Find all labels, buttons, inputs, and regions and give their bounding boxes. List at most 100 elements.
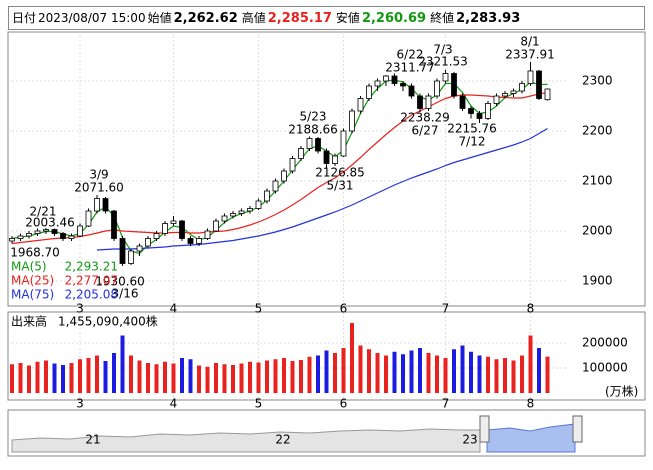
volume-bar (511, 360, 516, 393)
annotation: 3/9 (89, 168, 108, 182)
candle-body (255, 200, 262, 209)
candle-body (221, 215, 228, 222)
volume-total: 1,455,090,400株 (58, 314, 158, 329)
ma-line (11, 91, 548, 245)
x-tick-label: 3 (76, 397, 84, 411)
candle-body (332, 155, 338, 164)
candle-body (519, 83, 525, 92)
volume-bar (528, 335, 533, 393)
y-tick-label: 2000 (582, 224, 613, 238)
candle-body (323, 150, 330, 164)
annotation: 2126.85 (315, 166, 365, 180)
annotation: 7/12 (459, 135, 486, 149)
volume-bar (426, 353, 431, 393)
y-tick-label: 2300 (582, 74, 613, 88)
x-tick-label: 3 (76, 302, 84, 316)
navigator-handle[interactable] (572, 415, 583, 443)
header-label: 高値 (241, 11, 266, 25)
volume-bar (188, 359, 193, 393)
candle-body (544, 88, 551, 101)
annotation: 2215.76 (447, 122, 497, 136)
candle-body (119, 238, 126, 264)
annotation: 5/31 (327, 179, 354, 193)
candle-body (289, 158, 296, 172)
candle-body (34, 230, 41, 234)
volume-bar (452, 349, 456, 393)
y-tick-label: 2100 (582, 174, 613, 188)
candle-body (391, 75, 398, 84)
volume-bar (129, 355, 133, 393)
navigator-label: 22 (275, 433, 290, 447)
annotation: 2321.53 (418, 55, 468, 69)
candle-body (510, 90, 517, 94)
candle-body (17, 235, 24, 239)
volume-bar (469, 351, 473, 393)
candle-body (408, 85, 415, 97)
volume-bar (494, 359, 499, 393)
volume-bar (460, 345, 465, 393)
annotation: 1968.70 (10, 246, 60, 260)
volume-bar (503, 358, 507, 393)
navigator-handle[interactable] (479, 415, 490, 443)
candle-body (43, 229, 49, 232)
y-tick-label: 2200 (582, 124, 613, 138)
volume-bar (10, 364, 14, 393)
candle-body (485, 103, 491, 119)
candle-body (170, 220, 177, 224)
header-value: 2023/08/07 15:00 (38, 11, 146, 25)
annotation: 6/22 (397, 48, 424, 62)
volume-bar (214, 363, 218, 393)
volume-bar (52, 363, 57, 393)
header-label: 終値 (430, 11, 455, 25)
candle-body (60, 233, 66, 239)
candle-body (238, 210, 245, 214)
volume-bar (61, 365, 65, 393)
candle-body (315, 138, 321, 152)
annotation: 2188.66 (288, 123, 338, 137)
annotation: 2/21 (30, 205, 57, 219)
volume-unit: (万株) (605, 384, 638, 399)
candle-body (264, 190, 270, 202)
x-tick-label: 8 (527, 302, 535, 316)
volume-bar (333, 353, 337, 393)
volume-bar (520, 355, 524, 393)
volume-bar (401, 354, 405, 393)
volume-bar (27, 365, 31, 393)
candle-body (145, 238, 151, 247)
volume-bar (137, 360, 142, 393)
header-label: 日付 (12, 11, 37, 25)
x-tick-label: 4 (170, 397, 178, 411)
volume-bar (384, 355, 388, 393)
navigator-frame (7, 409, 646, 457)
volume-bar (537, 348, 541, 393)
candle-body (357, 98, 364, 112)
candle-body (536, 70, 542, 99)
y-tick-label: 200000 (582, 336, 628, 350)
volume-bar (486, 356, 490, 393)
annotation: 3/16 (112, 287, 139, 301)
x-tick-label: 4 (170, 302, 178, 316)
candle-body (136, 245, 143, 252)
candle-body (85, 210, 92, 227)
x-tick-label: 6 (340, 397, 348, 411)
candle-body (383, 75, 389, 82)
x-tick-label: 5 (255, 302, 263, 316)
ma-line (11, 79, 548, 255)
candle-body (400, 83, 406, 87)
header: 日付 2023/08/07 15:00 始値 2,262.62 高値 2,285.17 安値… (8, 6, 645, 30)
navigator-selection (486, 423, 576, 453)
candle-body (153, 233, 160, 239)
navigator-history (11, 428, 481, 453)
volume-bar (171, 363, 176, 393)
y-tick-label: 100000 (582, 361, 628, 375)
annotation: 1930.60 (95, 275, 145, 289)
volume-title: 出来高 (11, 314, 47, 329)
candle-body (272, 180, 279, 192)
candle-body (162, 223, 168, 234)
candle-body (349, 110, 355, 132)
candle-body (230, 213, 236, 217)
volume-bar (146, 363, 150, 393)
volume-bar (78, 359, 82, 393)
volume-bar (392, 351, 397, 393)
